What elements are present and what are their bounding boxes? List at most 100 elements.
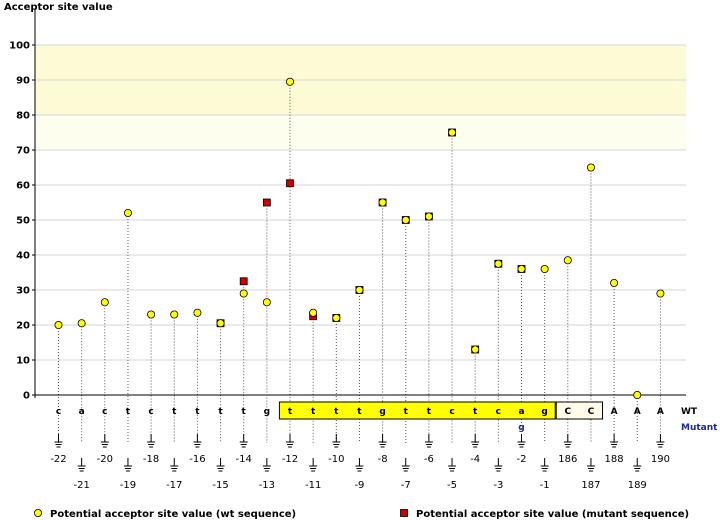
sequence-base: t: [311, 407, 316, 417]
position-marker: [262, 458, 271, 472]
position-marker: [378, 434, 387, 448]
position-marker: [123, 458, 132, 472]
position-label: -1: [540, 480, 550, 491]
grid-lines: [35, 44, 686, 396]
y-tick-label: 90: [16, 76, 30, 87]
sequence-base: a: [79, 407, 85, 417]
wt-point: [54, 320, 63, 329]
sequence-base: t: [126, 407, 131, 417]
sequence-base: t: [334, 407, 339, 417]
sequence-base: g: [264, 407, 270, 417]
sequence-base: A: [657, 407, 664, 417]
position-marker: [494, 458, 503, 472]
position-label: -6: [424, 454, 434, 465]
position-label: -7: [401, 480, 411, 491]
position-label: -11: [305, 480, 321, 491]
wt-point: [239, 289, 248, 298]
mutant-row-label: Mutant: [681, 423, 718, 433]
position-label: -21: [73, 480, 89, 491]
position-label: 186: [558, 454, 577, 465]
position-label: -14: [236, 454, 252, 465]
sequence-base: a: [518, 407, 524, 417]
position-label: -2: [517, 454, 527, 465]
y-axis-label: Acceptor site value: [4, 2, 113, 13]
wt-point: [285, 77, 294, 86]
position-marker: [471, 434, 480, 448]
position-label: -5: [447, 480, 457, 491]
sequence-base: t: [288, 407, 293, 417]
wt-point: [540, 264, 549, 273]
wt-point: [309, 308, 318, 317]
sequence-base: C: [588, 407, 595, 417]
position-marker: [448, 458, 457, 472]
mutant-point: [239, 277, 248, 286]
sequence-base: c: [148, 407, 153, 417]
position-label: -10: [328, 454, 344, 465]
wt-point: [355, 285, 364, 294]
sequence-base: c: [449, 407, 454, 417]
position-marker: [610, 434, 619, 448]
sequence-base: t: [404, 407, 409, 417]
wt-point: [471, 345, 480, 354]
legend-mutant-label: Potential acceptor site value (mutant se…: [416, 509, 689, 520]
position-marker: [517, 434, 526, 448]
position-marker: [286, 434, 294, 448]
wt-point: [610, 278, 619, 287]
highlight-band-1: [35, 115, 686, 150]
stems: [58, 81, 661, 443]
position-label: 189: [628, 480, 647, 491]
sequence-base: A: [634, 407, 641, 417]
position-label: -13: [259, 480, 275, 491]
wt-point: [494, 259, 503, 268]
wt-point: [100, 298, 109, 307]
wt-point: [656, 289, 665, 298]
y-tick-label: 100: [9, 41, 30, 52]
y-tick-label: 80: [16, 111, 30, 122]
position-marker: [147, 434, 156, 448]
wt-point: [424, 212, 433, 221]
position-label: -8: [378, 454, 388, 465]
position-label: -4: [470, 454, 480, 465]
position-label: -22: [50, 454, 66, 465]
sequence-base: t: [357, 407, 362, 417]
legend: Potential acceptor site value (wt sequen…: [34, 508, 689, 520]
position-marker: [633, 458, 642, 472]
position-label: -18: [143, 454, 159, 465]
y-tick-label: 30: [16, 286, 30, 297]
wt-point: [563, 256, 572, 265]
y-tick-label: 40: [16, 251, 30, 262]
position-label: -3: [493, 480, 503, 491]
wt-point: [586, 163, 595, 172]
sequence-base: t: [195, 407, 200, 417]
position-marker: [355, 458, 364, 472]
position-marker: [563, 434, 572, 448]
mutant-point: [262, 198, 271, 207]
mutant-base: g: [518, 423, 524, 433]
y-tick-label: 10: [16, 356, 30, 367]
position-marker: [77, 458, 86, 472]
y-tick-label: 0: [23, 391, 30, 402]
legend-mutant-marker: [400, 509, 408, 517]
wt-row-label: WT: [681, 407, 698, 417]
wt-point: [633, 390, 642, 399]
position-label: 188: [605, 454, 624, 465]
sequence-base: t: [242, 407, 247, 417]
wt-point: [378, 198, 387, 207]
sequence-base: c: [56, 407, 61, 417]
y-tick-label: 20: [16, 321, 30, 332]
position-markers: -22 -21 -20 -19 -18 -17 -16 -15 -14 -13 -12 -11 -10 -…: [50, 434, 670, 491]
position-marker: [170, 458, 179, 472]
position-label: -15: [212, 480, 228, 491]
sequence-base: t: [427, 407, 432, 417]
mutant-point: [286, 179, 294, 188]
sequence-base: c: [496, 407, 501, 417]
position-marker: [54, 434, 63, 448]
position-label: -12: [282, 454, 298, 465]
highlight-box-exon: [555, 401, 604, 420]
position-label: 187: [581, 480, 600, 491]
wt-point: [262, 298, 271, 307]
wt-point: [517, 264, 526, 273]
wt-point: [216, 319, 225, 328]
